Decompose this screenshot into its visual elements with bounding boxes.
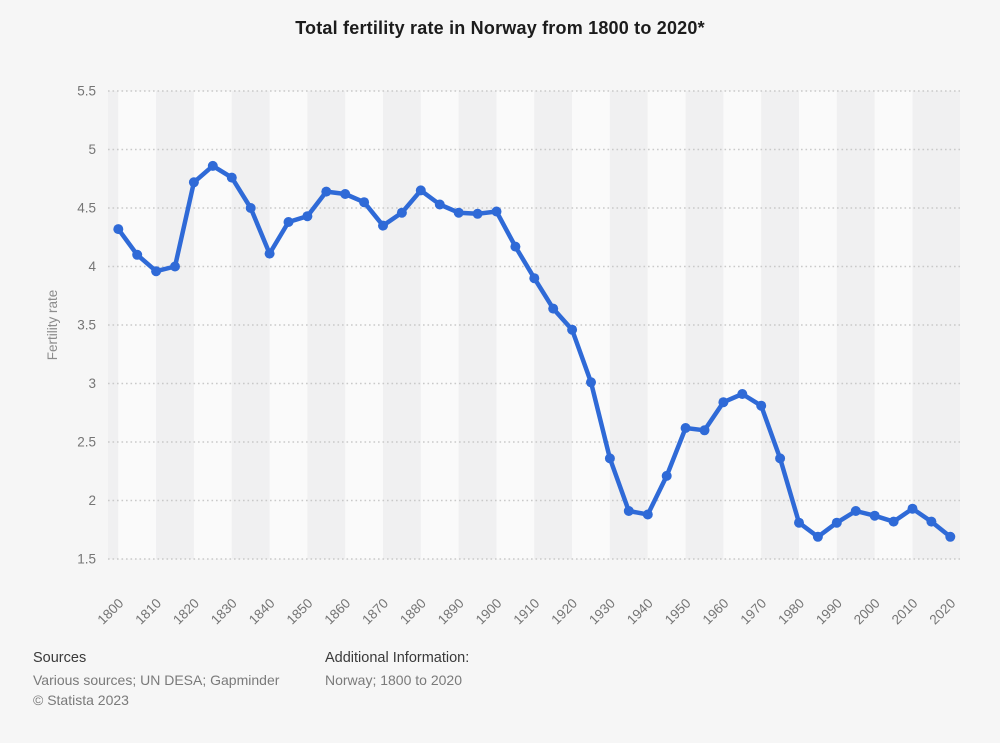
data-point-1955[interactable] [699, 425, 710, 436]
data-point-1840[interactable] [264, 248, 275, 259]
data-point-1895[interactable] [472, 208, 483, 219]
data-point-1800[interactable] [113, 224, 124, 235]
x-axis-tick-label: 1890 [435, 596, 467, 628]
data-point-1995[interactable] [850, 506, 861, 516]
data-point-1965[interactable] [737, 389, 748, 399]
x-axis-tick-label: 2010 [889, 596, 921, 628]
data-point-1970[interactable] [756, 400, 767, 411]
sources-label: Sources [33, 650, 87, 666]
y-axis-title: Fertility rate [45, 290, 60, 361]
data-point-1825[interactable] [207, 160, 218, 171]
y-axis-tick-label: 2 [88, 493, 96, 508]
x-axis-tick-label: 1930 [586, 596, 618, 628]
data-point-2020[interactable] [945, 531, 956, 542]
y-axis-tick-label: 4.5 [77, 201, 96, 216]
x-axis-tick-label: 1960 [700, 596, 732, 628]
x-axis-tick-label: 1940 [624, 596, 656, 628]
data-point-2000[interactable] [869, 510, 880, 521]
y-axis-tick-label: 5 [88, 142, 96, 157]
data-point-1805[interactable] [132, 249, 143, 260]
data-point-1830[interactable] [226, 172, 237, 183]
y-axis-tick-label: 3.5 [77, 318, 96, 333]
x-axis-tick-label: 1850 [284, 596, 316, 628]
data-point-1935[interactable] [623, 506, 634, 516]
additional-info-label: Additional Information: [325, 650, 470, 666]
plot-band [420, 91, 459, 559]
data-point-1875[interactable] [396, 207, 407, 218]
x-axis-tick-label: 1880 [397, 596, 429, 628]
data-point-1910[interactable] [529, 273, 540, 284]
data-point-1930[interactable] [604, 453, 615, 464]
data-point-1905[interactable] [510, 241, 521, 252]
data-point-1855[interactable] [321, 186, 332, 197]
y-axis-tick-label: 3 [88, 376, 96, 391]
y-axis-tick-label: 4 [88, 259, 96, 274]
data-point-1960[interactable] [718, 397, 729, 408]
data-point-1845[interactable] [283, 217, 294, 227]
data-point-1945[interactable] [661, 470, 672, 481]
x-axis-tick-label: 1980 [775, 596, 807, 628]
y-axis-tick-label: 1.5 [77, 552, 96, 567]
x-axis-tick-label: 1990 [813, 596, 845, 628]
data-point-1810[interactable] [151, 266, 162, 277]
data-point-2010[interactable] [907, 503, 918, 514]
x-axis-tick-label: 1970 [737, 596, 769, 628]
plot-band [496, 91, 535, 559]
data-point-1925[interactable] [586, 377, 596, 388]
plot-band [799, 91, 837, 559]
data-point-1940[interactable] [642, 509, 653, 520]
plot-band [609, 91, 648, 559]
line-chart-canvas: 5.5 5 4.5 4 3.5 3 2.5 2 1.5 Fertility rate 1800 181… [45, 84, 960, 628]
data-point-2005[interactable] [888, 516, 899, 527]
plot-band [685, 91, 724, 559]
data-point-1835[interactable] [245, 203, 256, 213]
plot-band [345, 91, 384, 559]
data-point-1850[interactable] [302, 211, 313, 222]
y-axis-tick-label: 5.5 [77, 84, 96, 99]
data-point-1870[interactable] [378, 220, 388, 231]
x-axis-tick-label: 2020 [927, 596, 959, 628]
data-point-1820[interactable] [188, 177, 199, 188]
x-axis-tick-label: 1910 [511, 596, 543, 628]
data-point-1990[interactable] [831, 517, 842, 528]
chart-title: Total fertility rate in Norway from 1800… [295, 18, 705, 38]
x-axis-tick-label: 1920 [548, 596, 580, 628]
sources-block: Sources Various sources; UN DESA; Gapmin… [33, 650, 279, 712]
sources-text: Various sources; UN DESA; Gapminder [33, 672, 280, 688]
y-axis-tick-label: 2.5 [77, 435, 96, 450]
x-axis-tick-label: 1800 [95, 596, 127, 628]
x-axis-tick-label: 1870 [359, 596, 391, 628]
x-axis-tick-label: 2000 [851, 596, 883, 628]
data-point-2015[interactable] [926, 516, 937, 527]
x-axis-tick-label: 1810 [132, 596, 164, 628]
plot-band [156, 91, 194, 559]
x-axis-tick-label: 1900 [473, 596, 505, 628]
data-point-1865[interactable] [359, 197, 370, 208]
additional-info-text: Norway; 1800 to 2020 [325, 672, 462, 688]
data-point-1815[interactable] [170, 261, 180, 272]
data-point-1860[interactable] [340, 189, 351, 199]
x-axis-tick-label: 1860 [321, 596, 353, 628]
data-point-1880[interactable] [415, 185, 426, 196]
additional-info-block: Additional Information: Norway; 1800 to … [325, 650, 469, 692]
plot-band [118, 91, 157, 559]
data-point-1915[interactable] [548, 303, 559, 314]
data-point-1890[interactable] [453, 207, 464, 218]
data-point-1885[interactable] [434, 199, 445, 210]
x-axis-tick-label: 1840 [246, 596, 278, 628]
x-axis-tick-label: 1950 [662, 596, 694, 628]
plot-band [307, 91, 346, 559]
data-point-1985[interactable] [812, 531, 823, 542]
plot-band [231, 91, 270, 559]
x-axis-tick-label: 1830 [208, 596, 240, 628]
x-axis-tick-label: 1820 [170, 596, 202, 628]
copyright-text: © Statista 2023 [33, 692, 129, 708]
data-point-1975[interactable] [775, 453, 786, 464]
data-point-1920[interactable] [567, 324, 578, 335]
data-point-1900[interactable] [491, 206, 502, 217]
data-point-1950[interactable] [680, 423, 691, 433]
plot-band [874, 91, 913, 559]
data-point-1980[interactable] [794, 517, 804, 528]
